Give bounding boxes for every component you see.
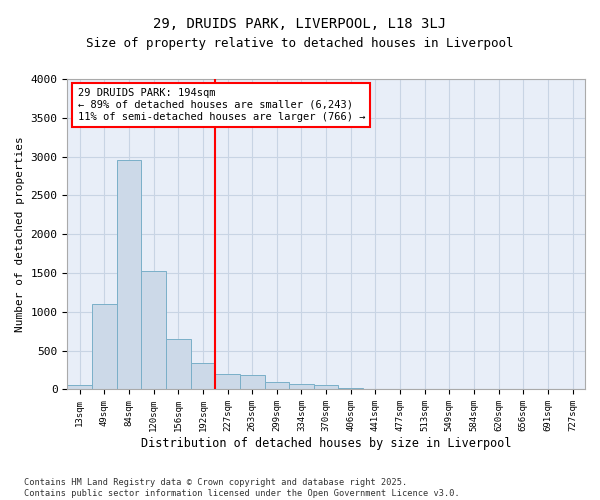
Bar [141,270,166,390]
Bar [314,385,338,390]
Bar [289,384,314,390]
Bar [240,374,265,390]
Y-axis label: Number of detached properties: Number of detached properties [15,136,25,332]
X-axis label: Distribution of detached houses by size in Liverpool: Distribution of detached houses by size … [141,437,511,450]
Bar [166,339,191,390]
Bar [338,388,363,390]
Bar [116,160,141,390]
Text: Size of property relative to detached houses in Liverpool: Size of property relative to detached ho… [86,38,514,51]
Text: 29 DRUIDS PARK: 194sqm
← 89% of detached houses are smaller (6,243)
11% of semi-: 29 DRUIDS PARK: 194sqm ← 89% of detached… [77,88,365,122]
Bar [191,363,215,390]
Bar [265,382,289,390]
Bar [67,385,92,390]
Text: 29, DRUIDS PARK, LIVERPOOL, L18 3LJ: 29, DRUIDS PARK, LIVERPOOL, L18 3LJ [154,18,446,32]
Bar [215,374,240,390]
Bar [388,388,412,390]
Text: Contains HM Land Registry data © Crown copyright and database right 2025.
Contai: Contains HM Land Registry data © Crown c… [24,478,460,498]
Bar [363,388,388,390]
Bar [92,304,116,390]
